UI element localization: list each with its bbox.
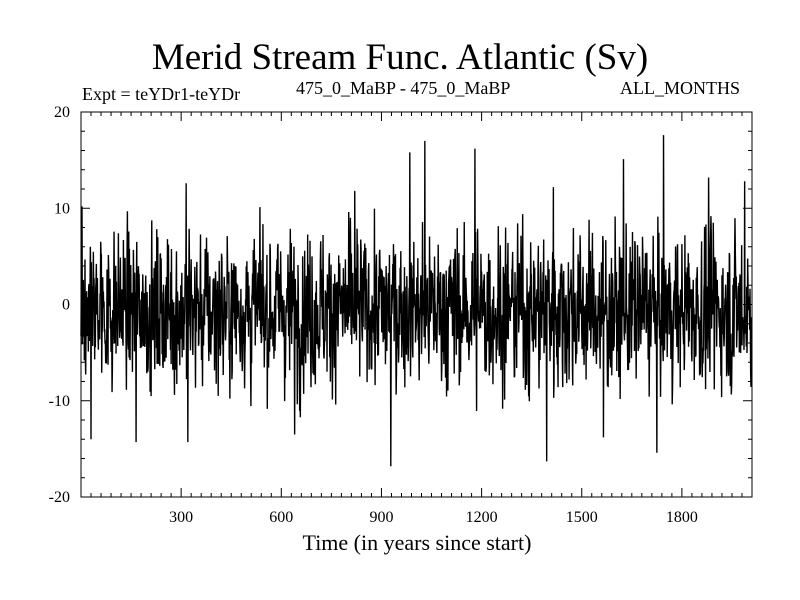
x-tick-label: 1200 bbox=[466, 509, 498, 526]
experiment-label: Expt = teYDr1-teYDr bbox=[82, 84, 241, 104]
series-group bbox=[80, 135, 753, 467]
y-tick-label: -10 bbox=[49, 393, 70, 410]
x-tick-label: 600 bbox=[269, 509, 293, 526]
period-label: 475_0_MaBP - 475_0_MaBP bbox=[296, 78, 511, 98]
y-tick-label: -20 bbox=[49, 489, 70, 506]
x-tick-label: 300 bbox=[169, 509, 193, 526]
y-tick-label: 20 bbox=[54, 104, 70, 121]
series-line bbox=[80, 135, 753, 467]
months-label: ALL_MONTHS bbox=[620, 78, 740, 98]
ticks-group bbox=[81, 111, 752, 498]
y-tick-label: 0 bbox=[62, 297, 70, 314]
tick-labels-group: 300 600 900 1200 1500 1800 -20 -10 0 10 20 bbox=[49, 104, 698, 526]
x-axis-label: Time (in years since start) bbox=[302, 530, 532, 555]
chart-title: Merid Stream Func. Atlantic (Sv) bbox=[151, 37, 649, 78]
x-tick-label: 900 bbox=[369, 509, 393, 526]
x-tick-label: 1800 bbox=[666, 509, 698, 526]
y-tick-label: 10 bbox=[54, 200, 70, 217]
x-tick-label: 1500 bbox=[566, 509, 598, 526]
